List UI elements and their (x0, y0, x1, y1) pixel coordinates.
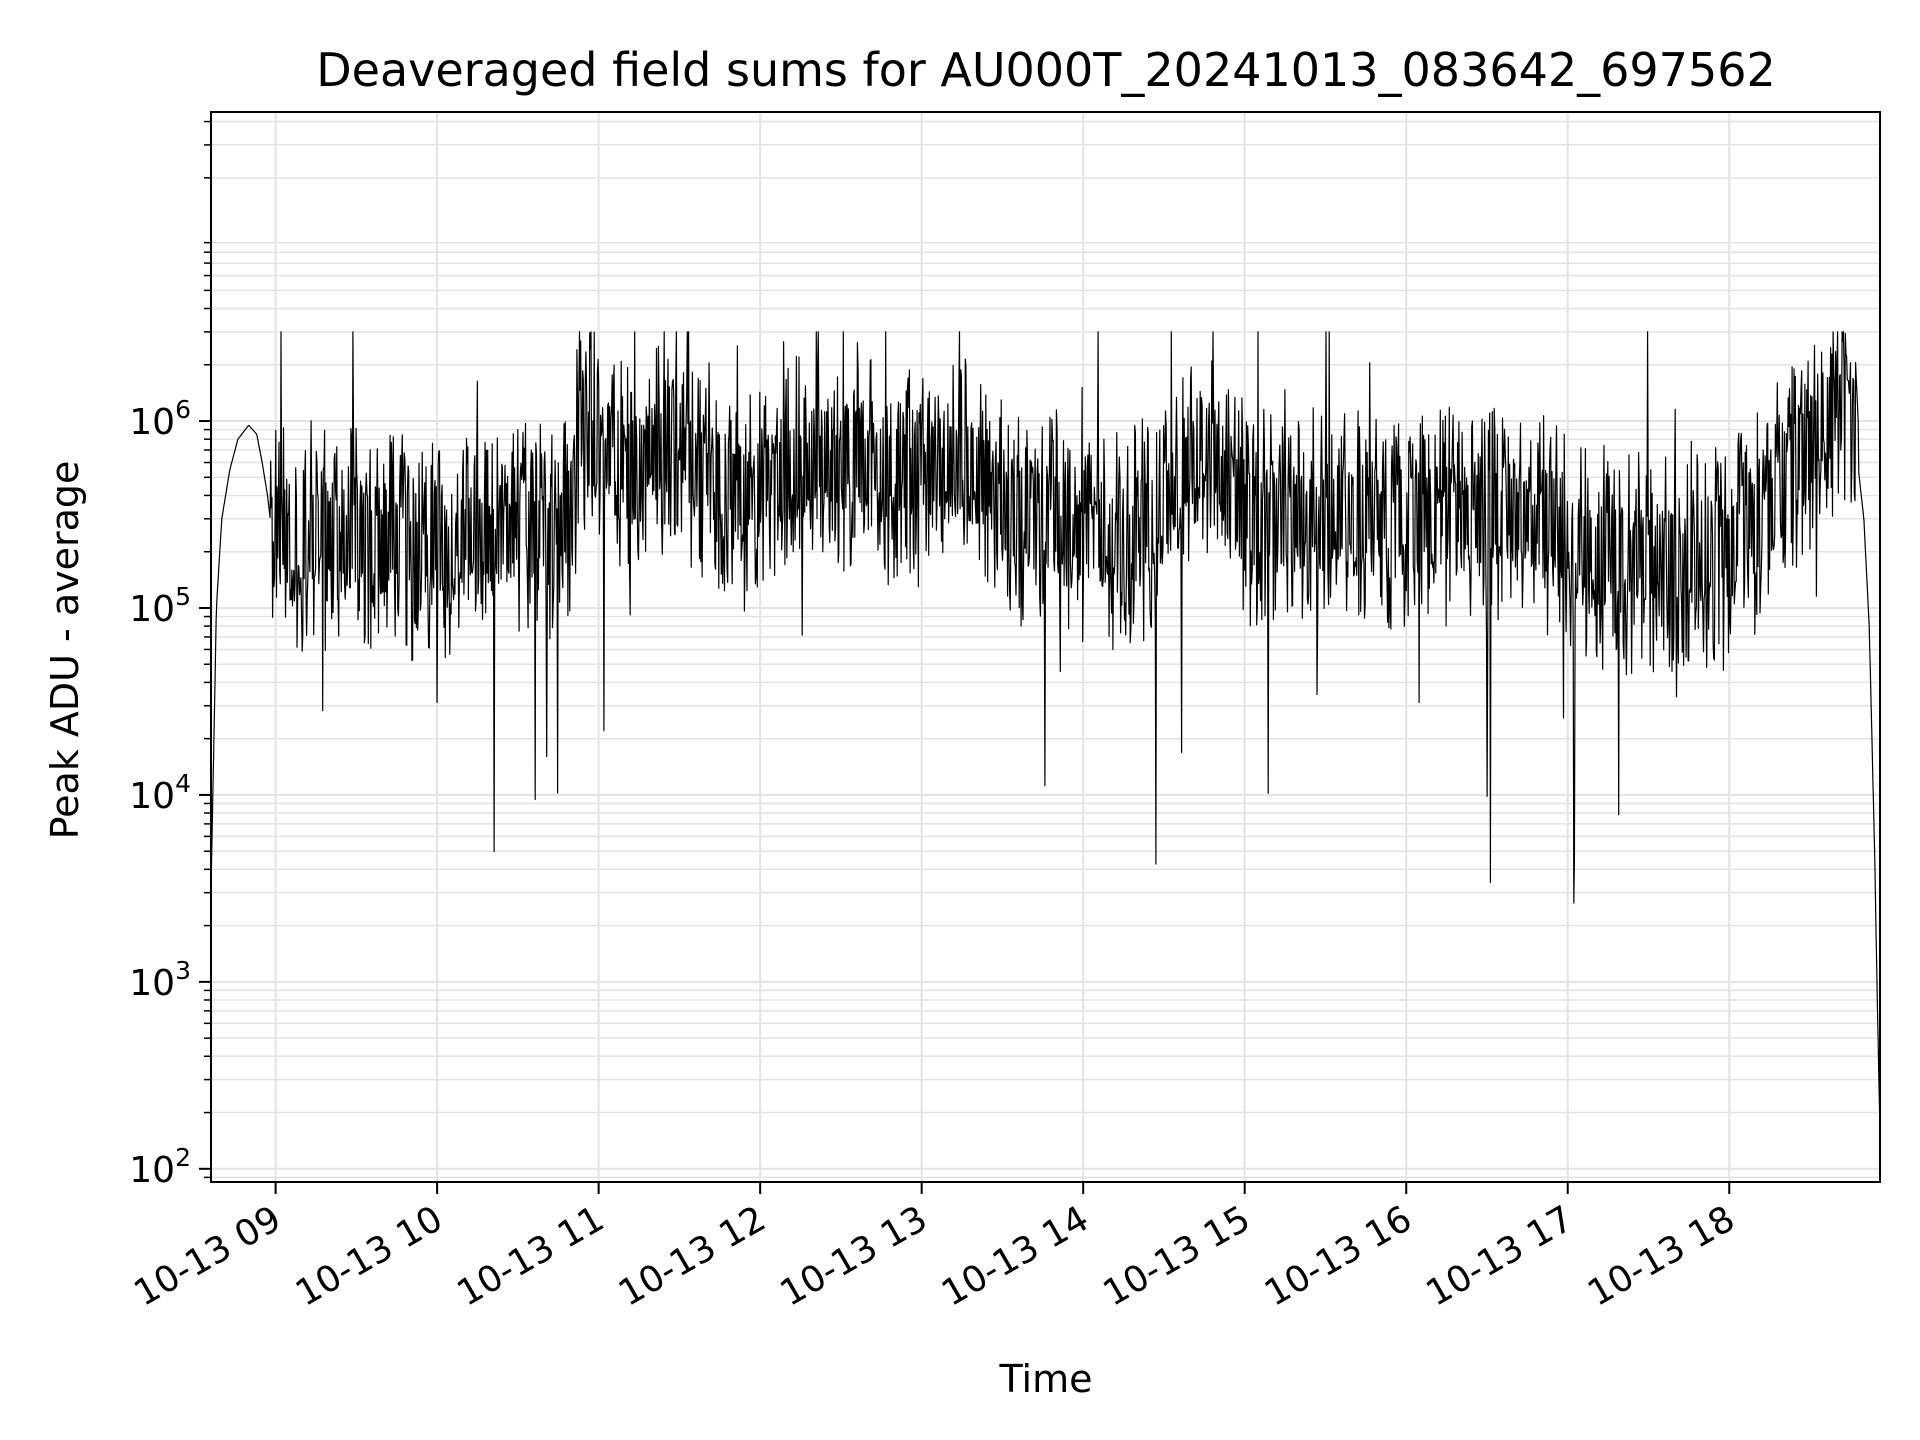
y-tick-label: 104 (129, 769, 191, 817)
y-tick-label: 105 (129, 582, 191, 630)
series-line (210, 331, 1881, 1136)
y-tick-label: 106 (129, 395, 191, 443)
y-tick-label: 102 (129, 1143, 191, 1191)
y-axis-label: Peak ADU - average (43, 461, 87, 840)
x-axis-label: Time (999, 1357, 1093, 1401)
plot-area-frame (210, 111, 1881, 1183)
chart-title: Deaveraged field sums for AU000T_2024101… (316, 43, 1776, 97)
data-layer (210, 331, 1881, 1136)
y-tick-label: 103 (129, 956, 191, 1004)
